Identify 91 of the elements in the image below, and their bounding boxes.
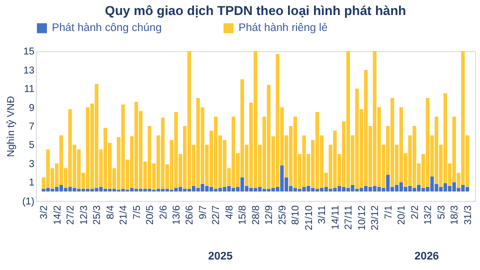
x-tick-label: 27/11 — [344, 204, 355, 230]
text: 2025 — [208, 250, 233, 263]
bar — [227, 186, 231, 192]
text: 2026 — [414, 250, 439, 263]
bar — [46, 188, 50, 192]
x-tick-label: 20/5 — [145, 204, 156, 225]
x-tick-label: 25/9 — [277, 204, 288, 225]
bar — [368, 186, 372, 192]
bar — [174, 112, 178, 188]
y-tick-label: (1) — [22, 196, 34, 208]
bar — [214, 116, 218, 189]
x-tick-label: 12/9 — [264, 204, 276, 225]
legend-label: Phát hành công chúng — [52, 22, 162, 34]
x-tick-label: 4/8 — [224, 204, 236, 220]
bar — [59, 135, 64, 185]
x-tick-label: 21/4 — [118, 204, 130, 225]
bar — [46, 149, 50, 188]
legend-label: Phát hành riêng lẻ — [238, 22, 328, 34]
bar — [187, 51, 192, 189]
x-tick-label: 13/2 — [423, 204, 434, 225]
x-tick-label: 18/3 — [450, 204, 461, 225]
bar — [266, 84, 271, 189]
bar — [293, 116, 298, 188]
x-tick-label: 10/12 — [356, 204, 368, 230]
bar — [421, 188, 426, 192]
bar — [112, 188, 116, 192]
bar — [174, 188, 178, 192]
bar — [134, 188, 138, 192]
x-tick-label: 14/11 — [330, 204, 342, 230]
bar — [86, 107, 90, 189]
y-axis-title: Nghìn tỷ VNĐ — [6, 96, 18, 157]
bar — [262, 188, 266, 192]
bar — [148, 126, 152, 189]
bar — [160, 118, 165, 189]
bar — [108, 188, 112, 192]
y-tick-label: 1 — [28, 178, 35, 189]
bar — [315, 112, 320, 189]
bar — [328, 188, 332, 192]
bar — [54, 186, 59, 192]
bar — [160, 188, 165, 192]
bar — [59, 184, 64, 192]
bar — [214, 188, 218, 192]
bar — [342, 186, 346, 192]
x-tick-label: 25/3 — [92, 204, 104, 225]
x-tick-label: 3/11 — [317, 204, 328, 224]
bar — [394, 184, 399, 192]
bar — [134, 102, 138, 189]
bar — [86, 188, 90, 192]
bar — [266, 188, 271, 192]
x-tick-label: 7/1 — [383, 204, 394, 220]
bar — [443, 93, 448, 184]
x-tick-label: 15/8 — [238, 204, 249, 225]
bar — [448, 186, 452, 192]
bar — [355, 88, 359, 189]
x-tick-label: 7/5 — [132, 204, 143, 220]
bar — [81, 188, 86, 192]
x-tick-label: 8/4 — [105, 204, 116, 220]
bar — [408, 186, 412, 192]
x-tick-label: 12/3 — [78, 204, 90, 225]
bar — [148, 188, 152, 192]
bar — [293, 188, 298, 192]
y-tick-label: 3 — [28, 158, 35, 170]
bar — [443, 183, 448, 192]
bar — [200, 184, 204, 192]
x-tick-label: 21/10 — [304, 204, 315, 230]
bar — [187, 188, 192, 192]
bar — [315, 188, 320, 192]
bar — [240, 177, 244, 192]
x-tick-label: 14/2 — [52, 204, 64, 225]
x-tick-label: 8/10 — [290, 204, 302, 225]
y-tick-label: 13 — [23, 65, 35, 76]
x-tick-label: 13/6 — [171, 204, 182, 225]
chart-title: Quy mô giao dịch TPDN theo loại hình phát hành — [104, 3, 406, 18]
y-tick-label: 11 — [24, 84, 35, 96]
y-tick-label: 5 — [28, 140, 35, 152]
y-tick-label: 15 — [23, 46, 35, 58]
x-tick-label: 9/7 — [198, 204, 209, 220]
x-tick-label: 3/2 — [39, 204, 50, 220]
x-tick-label: 23/12 — [370, 204, 382, 230]
x-tick-label: 22/7 — [211, 204, 222, 225]
y-tick-label: 9 — [28, 102, 35, 114]
x-tick-label: 28/8 — [250, 204, 262, 225]
bar — [355, 188, 359, 192]
y-tick-label: 7 — [28, 122, 35, 133]
x-tick-label: 26/6 — [184, 204, 196, 225]
x-tick-label: 27/2 — [66, 204, 77, 225]
x-tick-label: 2/2 — [410, 204, 421, 220]
x-tick-label: 5/3 — [436, 204, 448, 220]
x-tick-label: 2/6 — [158, 204, 170, 220]
x-tick-label: 20/1 — [396, 204, 408, 225]
x-tick-label: 31/3 — [462, 204, 474, 225]
